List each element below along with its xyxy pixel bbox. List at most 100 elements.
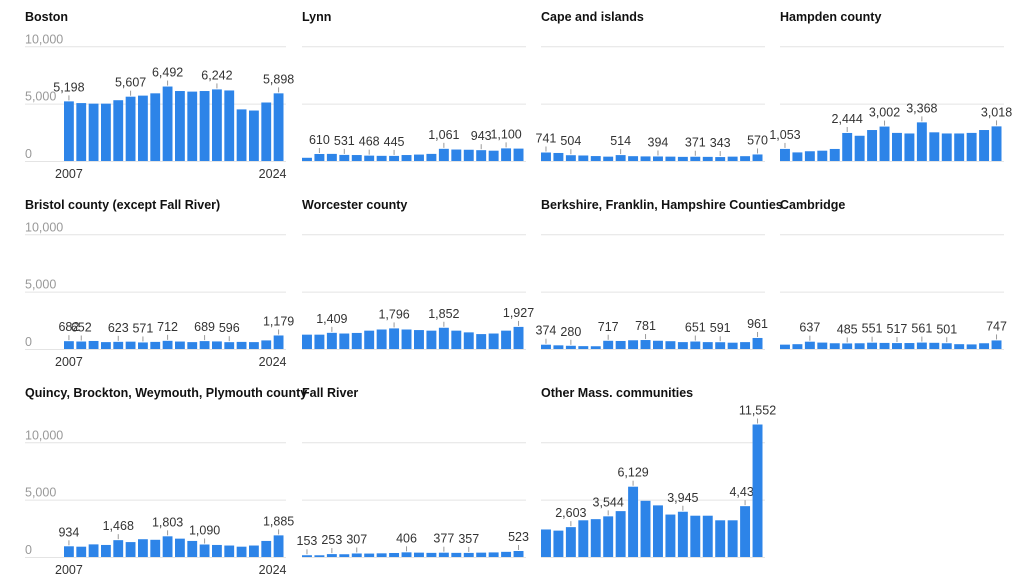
bar — [653, 505, 663, 557]
bar — [426, 330, 437, 349]
bar — [715, 342, 726, 349]
data-label: 961 — [747, 317, 768, 331]
data-label: 1,179 — [263, 314, 294, 328]
data-label: 1,852 — [428, 307, 459, 321]
data-label: 406 — [396, 531, 417, 545]
data-label: 610 — [309, 133, 330, 147]
data-label: 1,061 — [428, 128, 459, 142]
chart-panel: 10,000 5,000 0 Quincy, Brockton, Weymouth, … — [25, 386, 307, 577]
data-label: 712 — [157, 320, 178, 334]
data-label: 6,492 — [152, 66, 183, 80]
data-label: 717 — [598, 320, 619, 334]
bar — [125, 341, 136, 349]
bar — [780, 344, 790, 349]
data-label: 3,945 — [667, 491, 698, 505]
bar — [488, 552, 499, 557]
data-label: 3,368 — [906, 101, 937, 115]
bar — [677, 156, 688, 161]
y-tick-label: 5,000 — [25, 486, 56, 500]
bar — [804, 341, 815, 349]
data-label: 1,053 — [769, 128, 800, 142]
bar — [273, 93, 284, 161]
bar — [162, 536, 173, 557]
bar — [364, 553, 375, 557]
bar — [752, 337, 763, 349]
bar — [273, 535, 284, 557]
bar — [426, 552, 437, 557]
bar — [199, 341, 210, 349]
bar — [389, 155, 400, 161]
data-label: 561 — [911, 322, 932, 336]
bar — [615, 155, 626, 161]
data-label: 3,002 — [869, 106, 900, 120]
bar — [212, 89, 222, 161]
bar — [615, 511, 626, 557]
bar — [488, 333, 499, 349]
bar — [376, 329, 387, 349]
data-label: 571 — [132, 321, 153, 335]
data-label: 1,100 — [490, 127, 521, 141]
bar — [740, 342, 751, 349]
bar — [665, 156, 676, 161]
data-label: 2,603 — [555, 506, 586, 520]
bar — [842, 343, 853, 349]
bar — [603, 516, 614, 557]
bar — [665, 514, 676, 557]
bar — [101, 544, 111, 557]
bar — [76, 103, 87, 161]
bar — [314, 555, 325, 557]
x-tick-label: 2024 — [259, 355, 287, 369]
bar — [476, 334, 487, 349]
y-tick-label: 5,000 — [25, 90, 56, 104]
data-label: 943 — [471, 129, 492, 143]
bar — [929, 342, 940, 349]
bar — [261, 102, 272, 161]
bar — [339, 554, 350, 557]
data-label: 357 — [458, 532, 479, 546]
bar — [326, 153, 337, 161]
bar — [501, 330, 512, 349]
bar — [476, 150, 487, 161]
bar — [628, 486, 639, 557]
chart-panel: 10,000 5,000 0 Boston 5,198 5,607 6,492 6,242 5,… — [25, 10, 294, 181]
bar — [979, 343, 990, 349]
y-tick-label: 0 — [25, 147, 32, 161]
bar — [138, 342, 148, 349]
bar — [904, 343, 915, 349]
bar — [76, 546, 87, 557]
panel-title: Worcester county — [302, 198, 407, 212]
bar — [138, 539, 148, 557]
bar — [690, 515, 701, 557]
bar — [665, 341, 676, 349]
data-label: 394 — [648, 135, 669, 149]
bar — [501, 148, 512, 161]
data-label: 3,018 — [981, 105, 1012, 119]
bar — [187, 91, 198, 161]
bar — [715, 157, 726, 161]
x-tick-label: 2007 — [55, 563, 83, 577]
bar — [438, 552, 449, 557]
data-label: 514 — [610, 134, 631, 148]
bar — [224, 545, 235, 557]
bar — [249, 545, 259, 557]
bar — [842, 132, 853, 161]
data-label: 689 — [194, 320, 215, 334]
bar — [376, 553, 387, 557]
bar — [690, 341, 701, 349]
panel-title: Bristol county (except Fall River) — [25, 198, 220, 212]
bar — [401, 155, 412, 161]
bar — [414, 552, 424, 557]
bar — [175, 341, 185, 349]
bar — [640, 156, 651, 161]
data-label: 1,468 — [103, 519, 134, 533]
bar — [541, 344, 551, 349]
data-label: 5,898 — [263, 72, 294, 86]
data-label: 6,129 — [617, 466, 648, 480]
bar — [916, 342, 927, 349]
bar — [187, 540, 198, 557]
bar — [941, 133, 952, 161]
bar — [792, 344, 803, 349]
bar — [954, 133, 965, 161]
bar — [314, 334, 325, 349]
